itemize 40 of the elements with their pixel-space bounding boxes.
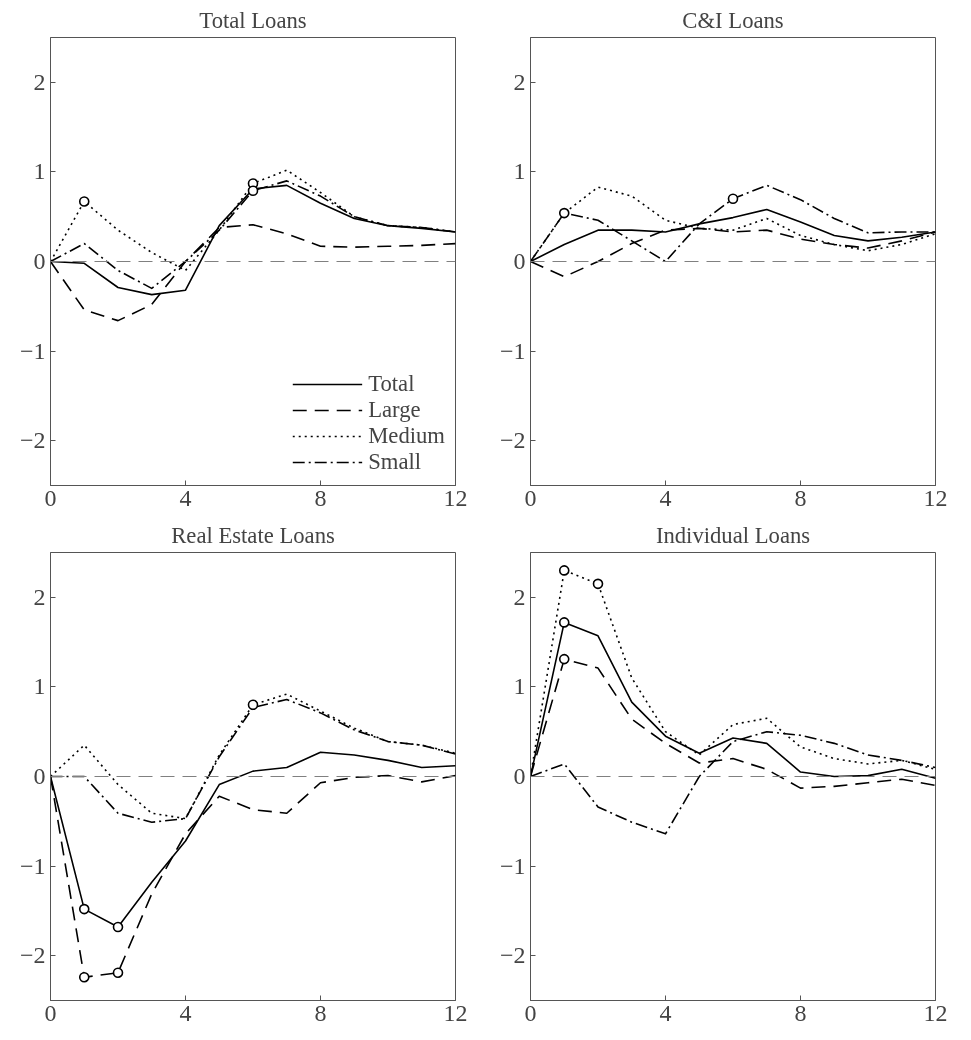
y-tick-label: −1 [499,337,526,364]
y-tick-label: −1 [19,337,46,364]
y-tick-label: 2 [33,583,46,610]
legend-label: Small [368,449,422,475]
legend-label: Medium [368,423,445,449]
x-tick-label: 4 [179,999,192,1026]
y-tick-label: 1 [513,673,526,700]
chart-title: C&I Loans [682,7,784,33]
legend-label: Large [368,397,421,423]
x-tick-label: 8 [794,484,807,511]
legend-label: Total [368,371,415,397]
x-tick-label: 12 [923,999,948,1026]
y-tick-label: −2 [499,427,526,454]
y-tick-label: −2 [499,942,526,969]
y-tick-label: −1 [499,852,526,879]
y-tick-label: 2 [33,68,46,95]
y-tick-label: 0 [513,248,526,274]
y-tick-label: −2 [19,427,46,454]
y-tick-label: −2 [19,942,46,969]
x-tick-label: 4 [659,484,672,511]
x-tick-label: 12 [923,484,948,511]
y-tick-label: 1 [33,158,46,185]
y-tick-label: 0 [513,763,526,789]
y-tick-label: 1 [33,673,46,700]
x-tick-label: 8 [314,484,327,511]
x-tick-label: 12 [443,484,468,511]
chart-title: Individual Loans [655,522,811,548]
x-tick-label: 4 [659,999,672,1026]
y-tick-label: 0 [33,763,46,789]
x-tick-label: 12 [443,999,468,1026]
chart-title: Real Estate Loans [171,522,335,548]
y-tick-label: 1 [513,158,526,185]
y-tick-label: −1 [19,852,46,879]
chart-title: Total Loans [199,7,307,33]
y-tick-label: 2 [513,583,526,610]
x-tick-label: 4 [179,484,192,511]
x-tick-label: 8 [794,999,807,1026]
x-tick-label: 8 [314,999,327,1026]
y-tick-label: 2 [513,68,526,95]
y-tick-label: 0 [33,248,46,274]
